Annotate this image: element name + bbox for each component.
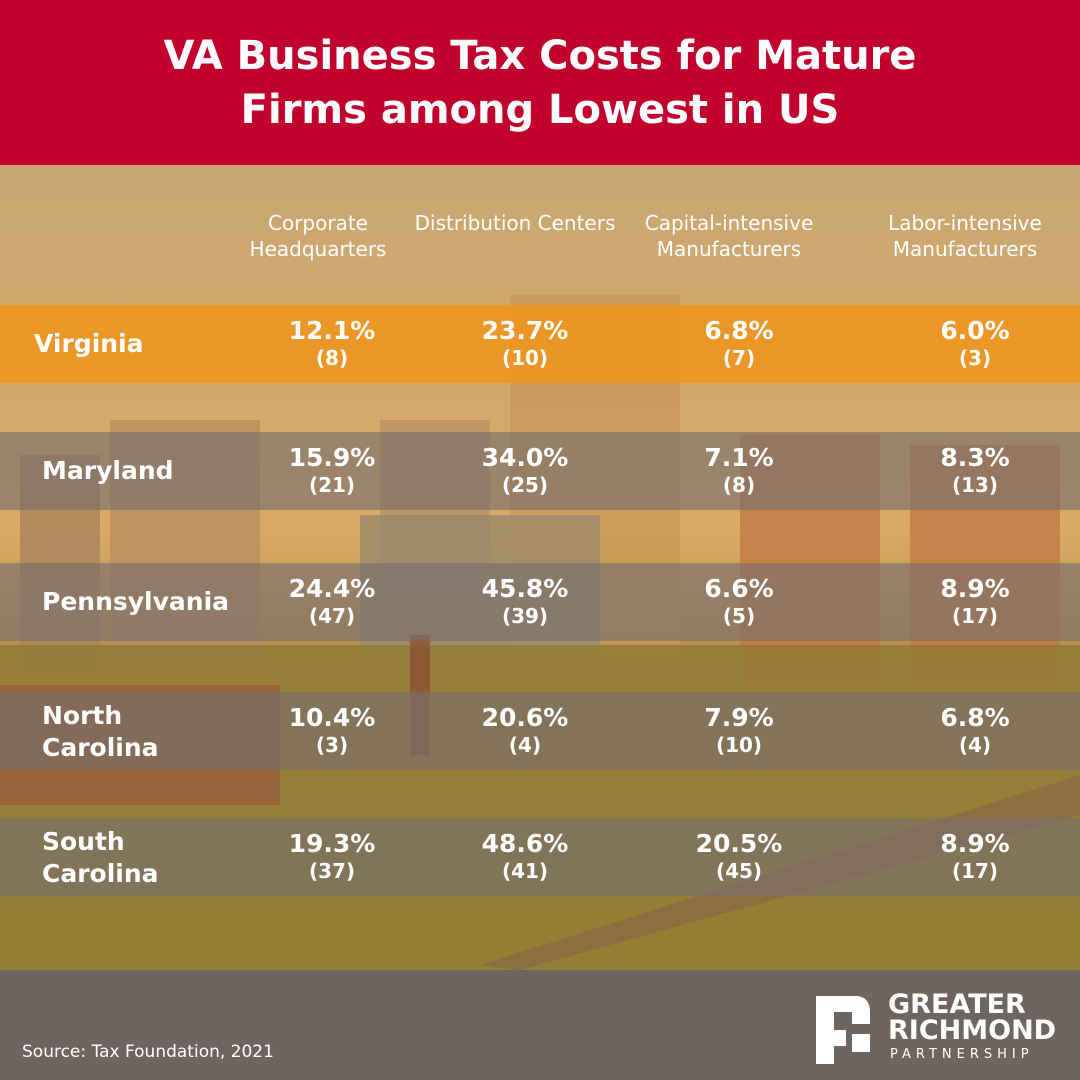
cell-value: 20.6% bbox=[481, 703, 569, 732]
state-name: Virginia bbox=[34, 329, 144, 358]
cell: 6.0% (3) bbox=[885, 316, 1065, 370]
cell: 20.5% (45) bbox=[649, 829, 829, 883]
cell: 19.3% (37) bbox=[242, 829, 422, 883]
cell: 23.7% (10) bbox=[435, 316, 615, 370]
cell-rank: (47) bbox=[308, 604, 356, 628]
cell-rank: (37) bbox=[308, 859, 356, 883]
cell-value: 24.4% bbox=[288, 574, 376, 603]
cell-rank: (39) bbox=[501, 604, 549, 628]
state-name: North Carolina bbox=[42, 701, 159, 762]
cell-rank: (17) bbox=[951, 604, 999, 628]
source-note: Source: Tax Foundation, 2021 bbox=[22, 1042, 274, 1062]
row-band bbox=[0, 432, 1080, 510]
cell: 8.3% (13) bbox=[885, 443, 1065, 497]
cell-rank: (13) bbox=[951, 473, 999, 497]
cell: 45.8% (39) bbox=[435, 574, 615, 628]
cell: 12.1% (8) bbox=[242, 316, 422, 370]
cell-rank: (45) bbox=[715, 859, 763, 883]
cell: 6.8% (7) bbox=[649, 316, 829, 370]
cell: 7.9% (10) bbox=[649, 703, 829, 757]
cell: 8.9% (17) bbox=[885, 829, 1065, 883]
cell-value: 12.1% bbox=[288, 316, 376, 345]
title-band: VA Business Tax Costs for Mature Firms a… bbox=[0, 0, 1080, 165]
cell-rank: (5) bbox=[722, 604, 756, 628]
row-band bbox=[0, 818, 1080, 896]
column-header: Corporate Headquarters bbox=[249, 211, 387, 261]
cell-rank: (7) bbox=[722, 346, 756, 370]
cell: 10.4% (3) bbox=[242, 703, 422, 757]
cell-value: 34.0% bbox=[481, 443, 569, 472]
cell-value: 6.0% bbox=[940, 316, 1010, 345]
logo-mark bbox=[816, 996, 870, 1064]
title: VA Business Tax Costs for Mature Firms a… bbox=[163, 32, 917, 133]
cell-value: 8.9% bbox=[940, 829, 1010, 858]
cell-rank: (41) bbox=[501, 859, 549, 883]
cell: 20.6% (4) bbox=[435, 703, 615, 757]
cell-value: 7.1% bbox=[704, 443, 774, 472]
row-band bbox=[0, 563, 1080, 641]
footer bbox=[0, 970, 1080, 1080]
state-name: Maryland bbox=[42, 456, 174, 485]
state-name: South Carolina bbox=[42, 827, 159, 888]
logo-text: RICHMOND bbox=[888, 1015, 1057, 1046]
cell-rank: (4) bbox=[958, 733, 992, 757]
column-header: Capital-intensive Manufacturers bbox=[644, 211, 814, 261]
cell: 15.9% (21) bbox=[242, 443, 422, 497]
cell: 34.0% (25) bbox=[435, 443, 615, 497]
cell-value: 7.9% bbox=[704, 703, 774, 732]
cell-rank: (3) bbox=[315, 733, 349, 757]
cell-value: 15.9% bbox=[288, 443, 376, 472]
cell-value: 8.9% bbox=[940, 574, 1010, 603]
logo-text: PARTNERSHIP bbox=[890, 1047, 1034, 1062]
cell-value: 23.7% bbox=[481, 316, 569, 345]
cell: 8.9% (17) bbox=[885, 574, 1065, 628]
column-header: Labor-intensive Manufacturers bbox=[888, 211, 1042, 261]
cell-value: 19.3% bbox=[288, 829, 376, 858]
cell-rank: (8) bbox=[722, 473, 756, 497]
cell-value: 45.8% bbox=[481, 574, 569, 603]
cell-rank: (25) bbox=[501, 473, 549, 497]
cell-rank: (10) bbox=[501, 346, 549, 370]
logo-text: GREATER bbox=[888, 989, 1026, 1020]
state-name: Pennsylvania bbox=[42, 587, 230, 616]
cell-value: 10.4% bbox=[288, 703, 376, 732]
highlight-row bbox=[0, 305, 1080, 383]
cell-value: 6.8% bbox=[940, 703, 1010, 732]
cell: 7.1% (8) bbox=[649, 443, 829, 497]
cell-value: 20.5% bbox=[695, 829, 783, 858]
cell: 6.6% (5) bbox=[649, 574, 829, 628]
cell: 48.6% (41) bbox=[435, 829, 615, 883]
cell-rank: (10) bbox=[715, 733, 763, 757]
cell-rank: (17) bbox=[951, 859, 999, 883]
cell-rank: (21) bbox=[308, 473, 356, 497]
column-header: Distribution Centers bbox=[414, 211, 616, 235]
cell-rank: (3) bbox=[958, 346, 992, 370]
cell-rank: (8) bbox=[315, 346, 349, 370]
cell-rank: (4) bbox=[508, 733, 542, 757]
cell: 24.4% (47) bbox=[242, 574, 422, 628]
cell-value: 6.6% bbox=[704, 574, 774, 603]
row-band bbox=[0, 692, 1080, 770]
cell: 6.8% (4) bbox=[885, 703, 1065, 757]
cell-value: 8.3% bbox=[940, 443, 1010, 472]
cell-value: 6.8% bbox=[704, 316, 774, 345]
cell-value: 48.6% bbox=[481, 829, 569, 858]
